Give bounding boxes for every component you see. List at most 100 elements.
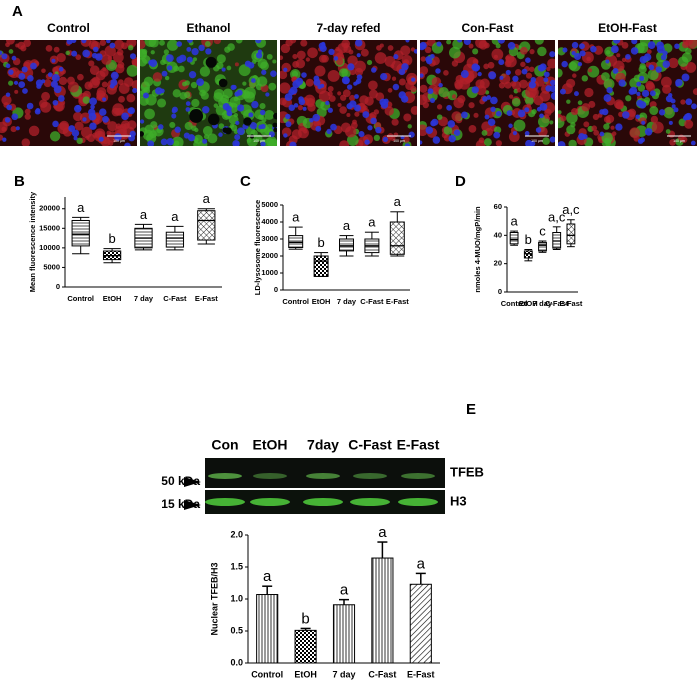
cell <box>420 124 429 137</box>
cell <box>146 133 157 144</box>
cell <box>558 68 563 78</box>
nucleus <box>349 100 357 108</box>
cell <box>351 122 358 129</box>
y-tick-label: 1.0 <box>230 593 243 603</box>
nucleus <box>261 69 267 75</box>
cell <box>374 122 382 129</box>
cell <box>77 73 84 81</box>
band-label: H3 <box>450 493 467 508</box>
nucleus <box>498 59 505 66</box>
cell <box>266 136 277 146</box>
nucleus <box>309 117 314 123</box>
significance-letter: a <box>510 214 518 229</box>
cell <box>123 77 134 87</box>
cell <box>66 76 75 85</box>
nucleus <box>293 103 299 108</box>
cell <box>340 94 347 101</box>
nucleus <box>549 136 555 143</box>
nucleus <box>508 123 513 128</box>
cell <box>193 141 200 146</box>
significance-letter: a <box>343 218 351 233</box>
cell <box>436 114 443 120</box>
band <box>303 498 343 506</box>
nucleus <box>328 48 335 56</box>
cell <box>226 65 232 71</box>
nucleus <box>51 58 56 63</box>
cell <box>53 46 60 53</box>
nucleus <box>58 66 64 72</box>
cell <box>558 113 561 119</box>
image-title: EtOH-Fast <box>598 21 657 35</box>
nucleus <box>132 87 137 94</box>
image-title: 7-day refed <box>316 21 380 35</box>
nucleus <box>605 59 610 64</box>
nucleus <box>354 104 361 112</box>
nucleus <box>404 143 411 146</box>
nucleus <box>13 80 19 85</box>
cell <box>17 41 26 50</box>
y-axis-label: LD-lysosome fluorescence <box>253 200 262 295</box>
cell <box>529 66 535 72</box>
cell <box>359 95 369 105</box>
nucleus <box>202 106 210 114</box>
y-tick-label: 60 <box>494 202 502 211</box>
nucleus <box>574 52 582 61</box>
cell <box>526 103 532 108</box>
nucleus <box>327 107 333 113</box>
cell <box>199 66 211 77</box>
lane-label: C-Fast <box>348 437 392 453</box>
x-tick-label: 7 day <box>337 297 357 306</box>
cell <box>611 131 617 136</box>
nucleus <box>507 42 516 50</box>
y-axis-label: nmoles 4-MUO/mgP/min <box>473 206 482 293</box>
nucleus <box>490 96 498 105</box>
cell <box>84 81 93 90</box>
cell <box>117 79 124 86</box>
cell <box>455 74 465 84</box>
nucleus <box>221 67 226 72</box>
nucleus <box>420 73 424 78</box>
x-tick-label: EtOH <box>519 299 538 308</box>
nucleus <box>362 111 370 118</box>
nucleus <box>2 137 7 142</box>
nucleus <box>114 133 122 141</box>
vacuole <box>205 56 217 68</box>
x-tick-label: Control <box>251 669 283 679</box>
cell <box>190 125 197 132</box>
cell <box>468 43 474 49</box>
nucleus <box>606 86 613 94</box>
cell <box>569 60 581 72</box>
cell <box>233 112 239 118</box>
nucleus <box>430 53 435 59</box>
cell <box>172 89 181 98</box>
nucleus <box>408 131 415 138</box>
nucleus <box>435 68 441 74</box>
cell <box>45 45 53 52</box>
cell <box>473 112 479 118</box>
nucleus <box>41 79 46 84</box>
cell <box>566 99 571 104</box>
cell <box>537 46 547 57</box>
cell <box>660 76 672 88</box>
cell <box>420 84 428 93</box>
cell <box>443 126 453 135</box>
nucleus <box>18 81 26 89</box>
cell <box>566 78 576 88</box>
cell <box>476 85 487 96</box>
cell <box>665 129 671 134</box>
nucleus <box>82 49 91 58</box>
cell <box>684 119 694 129</box>
cell <box>8 80 14 86</box>
nucleus <box>5 92 11 97</box>
nucleus <box>574 91 579 97</box>
nucleus <box>15 126 20 131</box>
nucleus <box>171 108 177 114</box>
x-tick-label: 7 day <box>533 299 553 308</box>
cell <box>529 49 535 55</box>
nucleus <box>550 91 555 100</box>
cell <box>366 59 373 66</box>
cell <box>156 98 167 108</box>
nucleus <box>685 98 693 106</box>
image-title: Ethanol <box>187 21 231 35</box>
nucleus <box>599 131 605 137</box>
